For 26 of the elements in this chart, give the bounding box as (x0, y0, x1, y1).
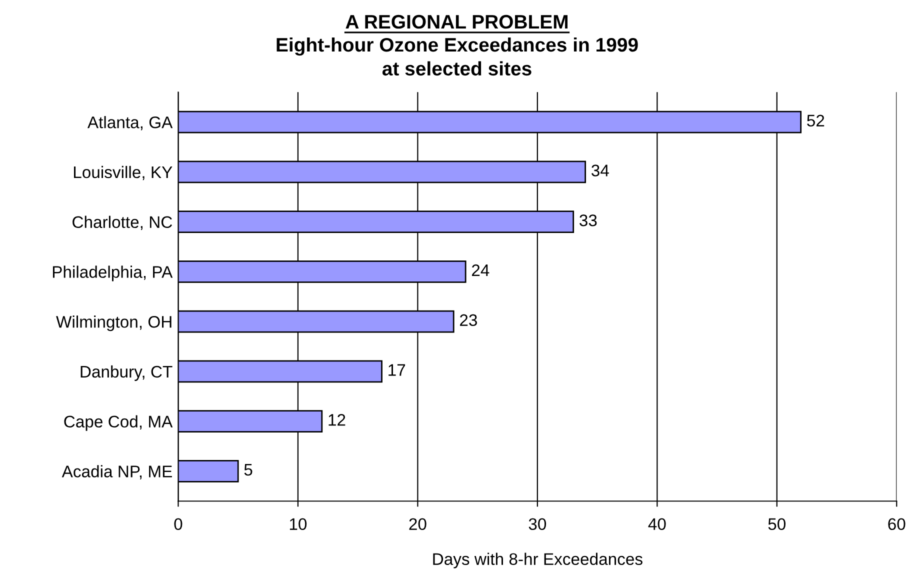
y-tick-label: Wilmington, OH (56, 316, 172, 332)
data-label: 52 (807, 114, 824, 127)
x-tick-label: 50 (768, 518, 786, 530)
data-label: 33 (580, 214, 597, 226)
x-tick-label: 60 (888, 518, 906, 530)
y-tick-label: Louisville, KY (74, 166, 172, 180)
y-tick-label: Charlotte, NC (72, 216, 172, 230)
data-label: 24 (472, 264, 490, 276)
y-tick-label: Cape Cod, MA (64, 415, 173, 431)
y-tick-label: Acadia NP, ME (62, 465, 172, 480)
y-tick-label: Philadelphia, PA (52, 266, 173, 282)
x-tick-label: 0 (174, 518, 182, 530)
x-axis-title: Days with 8-hr Exceedances (433, 552, 642, 568)
x-tick-label: 20 (409, 518, 426, 530)
x-tick-label: 40 (648, 518, 666, 530)
data-label: 5 (244, 464, 252, 476)
y-tick-label: Atlanta, GA (87, 116, 173, 130)
data-label: 23 (460, 314, 477, 326)
data-label: 12 (328, 414, 346, 426)
data-label: 34 (592, 164, 609, 176)
x-tick-label: 10 (290, 518, 307, 530)
y-tick-label: Danbury, CT (80, 365, 172, 381)
chart-subtitle: Eight-hour Ozone Exceedances in 1999 at selected sites (276, 37, 638, 76)
chart-title: A REGIONAL PROBLEM (346, 14, 568, 29)
x-tick-label: 30 (528, 518, 546, 530)
data-label: 17 (388, 364, 406, 376)
